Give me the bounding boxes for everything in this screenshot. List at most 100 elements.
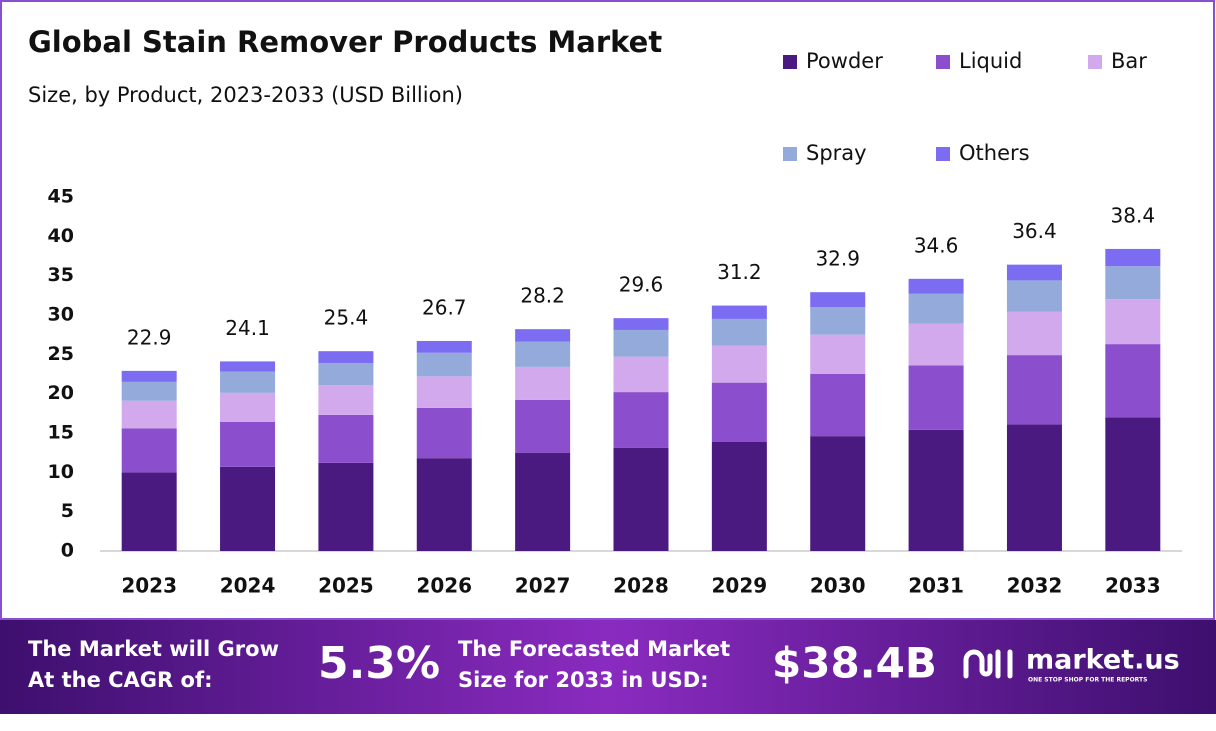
y-tick-label: 45 (48, 186, 74, 208)
legend-swatch (936, 147, 950, 161)
bar-segment (416, 340, 472, 353)
bar-segment (908, 429, 964, 551)
bar-segment (613, 356, 669, 393)
tagline: ONE STOP SHOP FOR THE REPORTS (1028, 677, 1147, 684)
bar-segment (220, 371, 276, 393)
total-label: 24.1 (225, 316, 270, 340)
y-tick-label: 40 (48, 225, 74, 247)
bar-segment (711, 318, 767, 346)
bar-segment (220, 421, 276, 467)
bar-segment (810, 374, 866, 437)
cagr-text: The Market will Grow (28, 637, 279, 661)
bar-segment (318, 385, 374, 415)
bar-segment (908, 293, 964, 324)
y-tick-label: 25 (48, 343, 74, 365)
x-tick-label: 2027 (515, 574, 571, 598)
footer: The Market will Grow At the CAGR of: 5.3… (28, 637, 1180, 692)
legend-swatch (783, 147, 797, 161)
chart-title: Global Stain Remover Products Market (28, 25, 662, 59)
legend-label: Powder (806, 49, 883, 73)
bar-segment (711, 382, 767, 442)
total-label: 29.6 (619, 273, 664, 297)
bar-segment (1006, 280, 1062, 312)
bar-segment (810, 307, 866, 335)
x-tick-label: 2026 (416, 574, 472, 598)
bar-segment (220, 392, 276, 422)
bar-segment (613, 392, 669, 448)
bar-segment (416, 407, 472, 459)
bar-segment (810, 436, 866, 551)
bar-segment (220, 466, 276, 551)
forecast-value: $38.4B (772, 639, 937, 688)
bar-segment (1105, 417, 1161, 551)
bar-segment (416, 458, 472, 551)
x-tick-label: 2025 (318, 574, 374, 598)
total-label: 36.4 (1012, 219, 1057, 243)
total-label: 31.2 (717, 260, 762, 284)
bar-segment (1006, 355, 1062, 425)
y-tick-label: 5 (61, 500, 74, 522)
total-label: 25.4 (324, 306, 369, 330)
bar-segment (220, 361, 276, 372)
bar-segment (613, 329, 669, 357)
bar-segment (1006, 311, 1062, 356)
bar-segment (908, 365, 964, 430)
cagr-text: At the CAGR of: (28, 668, 213, 692)
bar-segment (711, 345, 767, 383)
y-tick-label: 20 (48, 382, 74, 404)
legend-label: Liquid (959, 49, 1022, 73)
forecast-text: Size for 2033 in USD: (458, 668, 709, 692)
bar-segment (1105, 344, 1161, 418)
bar-segment (121, 381, 177, 401)
total-label: 32.9 (815, 247, 860, 271)
total-label: 26.7 (422, 295, 467, 319)
total-label: 22.9 (127, 325, 172, 349)
bar-segment (416, 376, 472, 408)
x-tick-label: 2023 (121, 574, 177, 598)
x-tick-label: 2032 (1007, 574, 1063, 598)
bar-segment (318, 414, 374, 463)
y-tick-label: 0 (61, 540, 74, 562)
total-label: 28.2 (520, 284, 565, 308)
footer-band (0, 620, 1216, 714)
x-tick-label: 2024 (220, 574, 276, 598)
x-tick-label: 2028 (613, 574, 669, 598)
bar-segment (515, 329, 571, 342)
legend-label: Bar (1111, 49, 1147, 73)
x-tick-label: 2029 (712, 574, 768, 598)
bar-segment (515, 341, 571, 367)
brand: market.us (1026, 645, 1180, 676)
total-label: 34.6 (914, 233, 959, 257)
bar-segment (1105, 248, 1161, 267)
bar-segment (1006, 264, 1062, 281)
bar-segment (515, 366, 571, 400)
bar-segment (416, 352, 472, 377)
x-tick-label: 2031 (908, 574, 964, 598)
y-tick-label: 30 (48, 304, 74, 326)
bar-segment (613, 318, 669, 330)
x-tick-label: 2033 (1105, 574, 1161, 598)
bar-segment (318, 362, 374, 386)
legend-label: Others (959, 141, 1030, 165)
bar-segment (711, 305, 767, 319)
bar-segment (318, 351, 374, 363)
bar-segment (121, 472, 177, 551)
cagr-value: 5.3% (318, 638, 440, 689)
bar-segment (121, 400, 177, 429)
bar-segment (515, 399, 571, 453)
y-tick-label: 10 (48, 461, 74, 483)
bar-segment (1105, 299, 1161, 345)
legend-swatch (1088, 55, 1102, 69)
legend-swatch (783, 55, 797, 69)
x-tick-label: 2030 (810, 574, 866, 598)
bar-segment (613, 447, 669, 551)
bar-segment (121, 370, 177, 382)
bar-segment (810, 292, 866, 308)
total-label: 38.4 (1111, 203, 1156, 227)
bar-segment (711, 441, 767, 551)
bar-segment (810, 334, 866, 374)
legend-label: Spray (806, 141, 867, 165)
y-tick-label: 35 (48, 264, 74, 286)
logo-icon (963, 649, 1013, 679)
